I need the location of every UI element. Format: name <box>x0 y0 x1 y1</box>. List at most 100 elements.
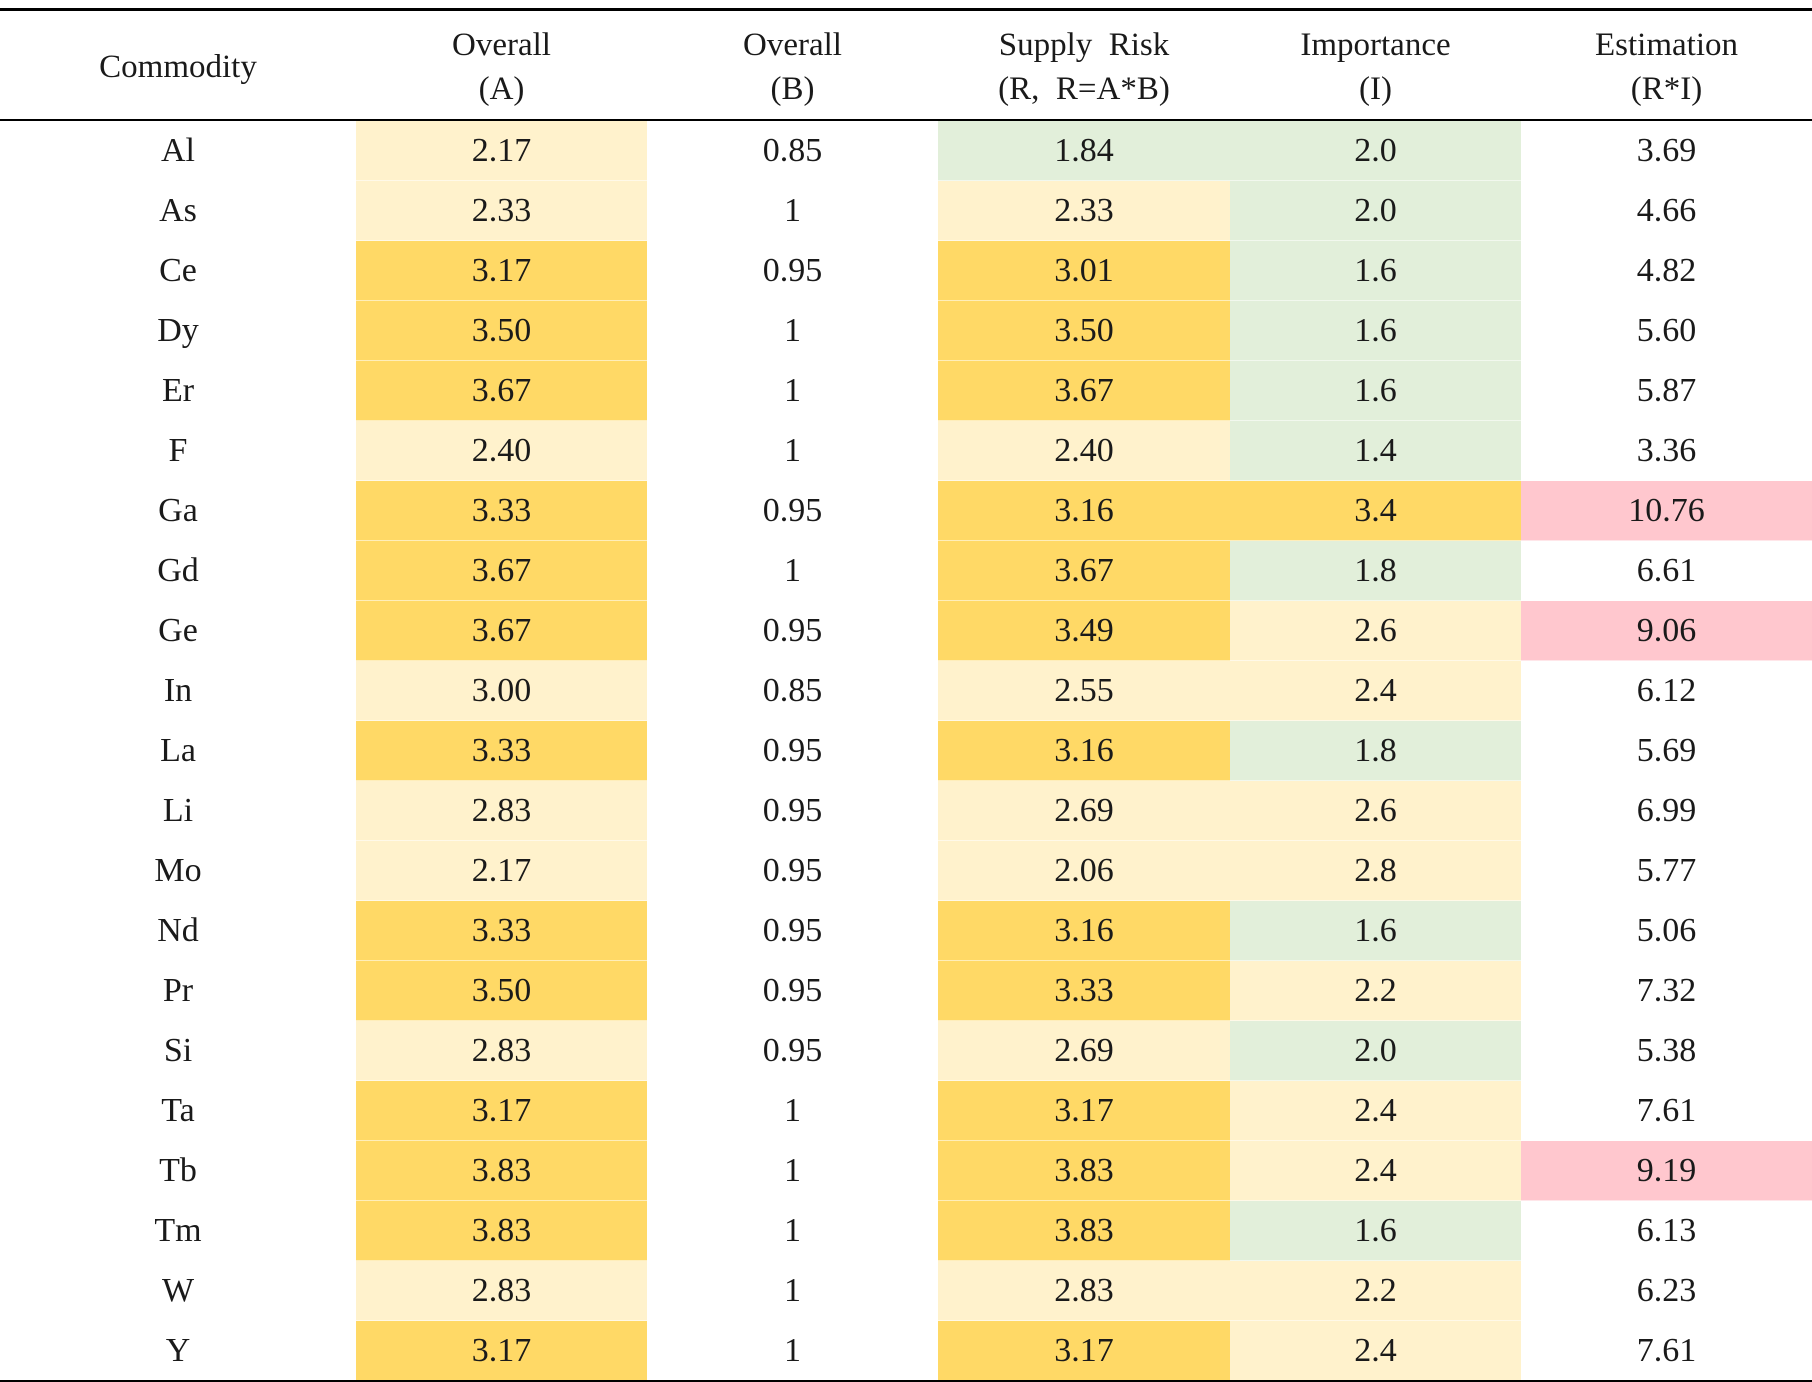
cell-overall-b: 0.95 <box>647 900 938 961</box>
cell-supply-risk: 2.69 <box>938 780 1230 841</box>
cell-importance: 2.2 <box>1230 960 1521 1021</box>
cell-overall-b: 1 <box>647 300 938 361</box>
cell-overall-a: 3.50 <box>356 960 647 1021</box>
table-header: Commodity Overall (A) Overall (B) Supply… <box>0 8 1812 121</box>
cell-commodity: F <box>0 420 356 481</box>
header-supply-risk-sub: (R, R=A*B) <box>998 71 1170 107</box>
header-overall-b-sub: (B) <box>770 71 815 107</box>
cell-commodity: Ce <box>0 240 356 301</box>
cell-supply-risk: 2.06 <box>938 840 1230 901</box>
cell-estimation: 4.82 <box>1521 240 1812 301</box>
cell-overall-b: 0.95 <box>647 600 938 661</box>
cell-estimation: 9.19 <box>1521 1140 1812 1201</box>
table-row: Mo 2.17 0.95 2.06 2.8 5.77 <box>0 840 1812 901</box>
cell-estimation: 6.12 <box>1521 660 1812 721</box>
table-row: Er 3.67 1 3.67 1.6 5.87 <box>0 360 1812 421</box>
cell-commodity: Mo <box>0 840 356 901</box>
cell-importance: 2.0 <box>1230 180 1521 241</box>
cell-overall-a: 2.17 <box>356 840 647 901</box>
cell-supply-risk: 2.55 <box>938 660 1230 721</box>
header-supply-risk: Supply Risk (R, R=A*B) <box>938 15 1230 121</box>
cell-overall-b: 1 <box>647 360 938 421</box>
cell-supply-risk: 3.50 <box>938 300 1230 361</box>
table-row: Li 2.83 0.95 2.69 2.6 6.99 <box>0 780 1812 841</box>
supply-risk-table: Commodity Overall (A) Overall (B) Supply… <box>0 8 1812 1382</box>
cell-importance: 1.4 <box>1230 420 1521 481</box>
cell-commodity: Ga <box>0 480 356 541</box>
cell-supply-risk: 2.83 <box>938 1260 1230 1321</box>
cell-overall-a: 3.67 <box>356 540 647 601</box>
cell-overall-a: 3.17 <box>356 1320 647 1382</box>
cell-overall-b: 1 <box>647 1320 938 1382</box>
table-row: Ge 3.67 0.95 3.49 2.6 9.06 <box>0 600 1812 661</box>
cell-supply-risk: 3.49 <box>938 600 1230 661</box>
cell-commodity: Al <box>0 119 356 181</box>
cell-importance: 3.4 <box>1230 480 1521 541</box>
cell-importance: 1.8 <box>1230 540 1521 601</box>
cell-supply-risk: 2.33 <box>938 180 1230 241</box>
cell-supply-risk: 3.83 <box>938 1140 1230 1201</box>
header-importance-sub: (I) <box>1359 71 1392 107</box>
cell-supply-risk: 2.40 <box>938 420 1230 481</box>
cell-overall-a: 3.00 <box>356 660 647 721</box>
header-commodity-label: Commodity <box>99 49 257 85</box>
cell-overall-b: 1 <box>647 180 938 241</box>
cell-commodity: Y <box>0 1320 356 1382</box>
cell-estimation: 6.23 <box>1521 1260 1812 1321</box>
header-importance: Importance (I) <box>1230 15 1521 121</box>
cell-supply-risk: 2.69 <box>938 1020 1230 1081</box>
table-row: Ga 3.33 0.95 3.16 3.4 10.76 <box>0 480 1812 541</box>
cell-supply-risk: 3.17 <box>938 1080 1230 1141</box>
table-row: F 2.40 1 2.40 1.4 3.36 <box>0 420 1812 481</box>
cell-estimation: 6.61 <box>1521 540 1812 601</box>
cell-importance: 2.4 <box>1230 1080 1521 1141</box>
table-row: W 2.83 1 2.83 2.2 6.23 <box>0 1260 1812 1321</box>
cell-overall-b: 0.95 <box>647 780 938 841</box>
cell-commodity: Dy <box>0 300 356 361</box>
cell-overall-a: 3.33 <box>356 480 647 541</box>
cell-estimation: 5.87 <box>1521 360 1812 421</box>
cell-estimation: 3.36 <box>1521 420 1812 481</box>
header-estimation-label: Estimation <box>1595 27 1738 63</box>
cell-commodity: Si <box>0 1020 356 1081</box>
cell-supply-risk: 3.16 <box>938 720 1230 781</box>
table-body: Al 2.17 0.85 1.84 2.0 3.69 As 2.33 1 2.33 2.0 4.66 C… <box>0 119 1812 1382</box>
table-row: Tm 3.83 1 3.83 1.6 6.13 <box>0 1200 1812 1261</box>
cell-overall-b: 1 <box>647 420 938 481</box>
cell-supply-risk: 3.01 <box>938 240 1230 301</box>
cell-importance: 2.8 <box>1230 840 1521 901</box>
cell-commodity: Tm <box>0 1200 356 1261</box>
cell-importance: 2.0 <box>1230 1020 1521 1081</box>
cell-overall-a: 3.33 <box>356 900 647 961</box>
cell-overall-b: 0.85 <box>647 660 938 721</box>
cell-importance: 2.2 <box>1230 1260 1521 1321</box>
cell-overall-a: 2.33 <box>356 180 647 241</box>
cell-estimation: 7.61 <box>1521 1320 1812 1382</box>
cell-importance: 2.6 <box>1230 600 1521 661</box>
cell-overall-a: 2.17 <box>356 119 647 181</box>
header-overall-a-sub: (A) <box>478 71 525 107</box>
cell-commodity: In <box>0 660 356 721</box>
cell-importance: 1.6 <box>1230 900 1521 961</box>
cell-overall-a: 2.83 <box>356 1260 647 1321</box>
cell-overall-a: 2.83 <box>356 780 647 841</box>
cell-commodity: Tb <box>0 1140 356 1201</box>
cell-commodity: Er <box>0 360 356 421</box>
cell-supply-risk: 3.16 <box>938 900 1230 961</box>
cell-supply-risk: 3.67 <box>938 360 1230 421</box>
cell-overall-b: 0.95 <box>647 960 938 1021</box>
cell-estimation: 5.38 <box>1521 1020 1812 1081</box>
header-estimation: Estimation (R*I) <box>1521 15 1812 121</box>
cell-overall-b: 0.95 <box>647 240 938 301</box>
cell-importance: 1.8 <box>1230 720 1521 781</box>
cell-estimation: 5.60 <box>1521 300 1812 361</box>
cell-estimation: 3.69 <box>1521 119 1812 181</box>
table-row: Al 2.17 0.85 1.84 2.0 3.69 <box>0 119 1812 181</box>
cell-estimation: 9.06 <box>1521 600 1812 661</box>
cell-importance: 2.0 <box>1230 119 1521 181</box>
cell-overall-b: 1 <box>647 1080 938 1141</box>
cell-commodity: W <box>0 1260 356 1321</box>
cell-commodity: As <box>0 180 356 241</box>
header-commodity: Commodity <box>0 15 356 121</box>
cell-importance: 2.4 <box>1230 660 1521 721</box>
